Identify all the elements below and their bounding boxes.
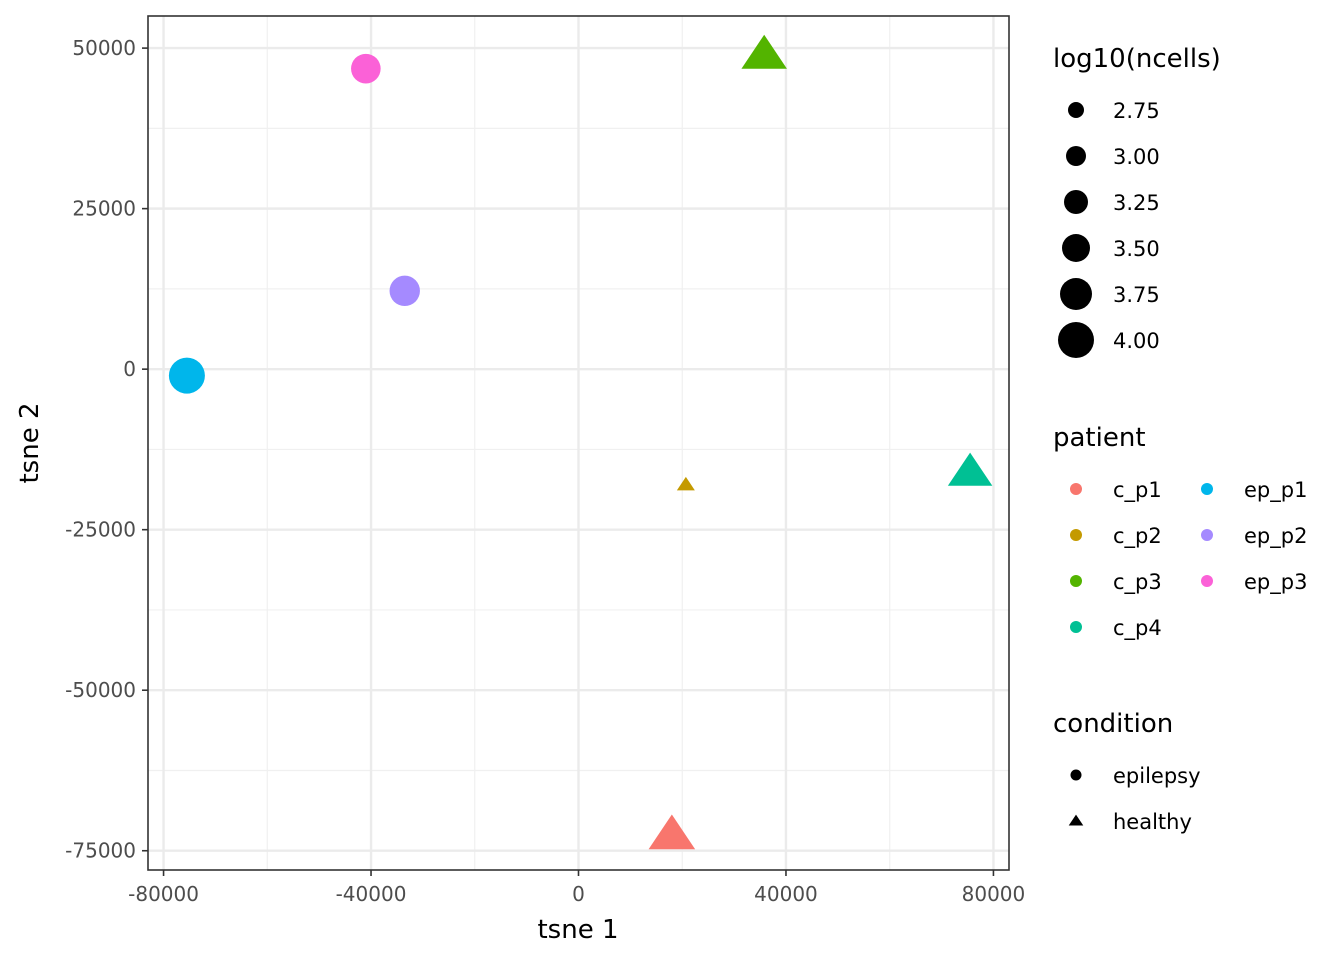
data-point-ep_p2 [389, 275, 420, 307]
legend-size-key [1058, 322, 1094, 358]
legend-patient-label: ep_p2 [1244, 524, 1307, 549]
legend-patient-key-ep_p1 [1201, 483, 1213, 495]
legend-size-label: 3.75 [1113, 283, 1160, 307]
data-point-c_p2 [676, 476, 695, 491]
legend-size-label: 3.00 [1113, 145, 1160, 169]
data-point-c_p1 [648, 814, 696, 850]
data-point-c_p3 [741, 34, 787, 69]
legend-patient-label: c_p3 [1113, 570, 1162, 595]
y-axis-title: tsne 2 [15, 402, 45, 483]
legend-condition-key-epilepsy [1070, 769, 1082, 781]
y-tick-label: -50000 [65, 678, 136, 702]
legend: log10(ncells) 2.75 3.00 3.25 3.50 3.75 4.00 pat… [1053, 44, 1307, 834]
data-point-ep_p1 [168, 357, 205, 394]
y-tick-label: -75000 [65, 839, 136, 863]
y-tick-label: -25000 [65, 518, 136, 542]
x-tick-label: -80000 [128, 882, 199, 906]
legend-size-label: 3.25 [1113, 191, 1160, 215]
legend-patient-label: ep_p1 [1244, 478, 1307, 503]
legend-patient-key-c_p3 [1070, 575, 1082, 587]
axes: -80000 -40000 0 40000 80000 50000 25000 0 -25000… [65, 36, 1025, 906]
x-tick-label: 80000 [962, 882, 1026, 906]
legend-size-key [1062, 234, 1090, 262]
legend-condition-key-healthy [1068, 814, 1084, 826]
legend-size-key [1066, 146, 1086, 166]
x-tick-label: -40000 [336, 882, 407, 906]
legend-size-label: 4.00 [1113, 329, 1160, 353]
x-tick-label: 40000 [754, 882, 818, 906]
legend-size-key [1064, 190, 1088, 214]
legend-size-key [1060, 278, 1092, 310]
grid-lines [148, 16, 1009, 870]
legend-title-condition: condition [1053, 709, 1173, 739]
data-point-c_p4 [947, 452, 993, 486]
legend-size-label: 2.75 [1113, 99, 1160, 123]
y-tick-label: 0 [123, 357, 136, 381]
x-axis-title: tsne 1 [537, 915, 618, 945]
legend-patient-key-c_p4 [1070, 621, 1082, 633]
legend-size-key [1068, 102, 1084, 118]
legend-patient-key-ep_p2 [1201, 529, 1213, 541]
y-tick-label: 25000 [72, 197, 136, 221]
x-tick-label: 0 [572, 882, 585, 906]
legend-patient-key-c_p2 [1070, 529, 1082, 541]
legend-patient-label: ep_p3 [1244, 570, 1307, 595]
legend-title-patient: patient [1053, 423, 1146, 453]
y-tick-label: 50000 [72, 36, 136, 60]
legend-condition-label: healthy [1113, 810, 1192, 834]
legend-patient-label: c_p2 [1113, 524, 1162, 549]
legend-patient-key-ep_p3 [1201, 575, 1213, 587]
legend-patient-key-c_p1 [1070, 483, 1082, 495]
data-points [168, 34, 993, 850]
legend-patient-label: c_p4 [1113, 616, 1162, 641]
data-point-ep_p3 [351, 53, 381, 84]
legend-size-label: 3.50 [1113, 237, 1160, 261]
legend-patient-label: c_p1 [1113, 478, 1162, 503]
legend-condition-label: epilepsy [1113, 764, 1201, 788]
legend-title-size: log10(ncells) [1053, 44, 1221, 74]
